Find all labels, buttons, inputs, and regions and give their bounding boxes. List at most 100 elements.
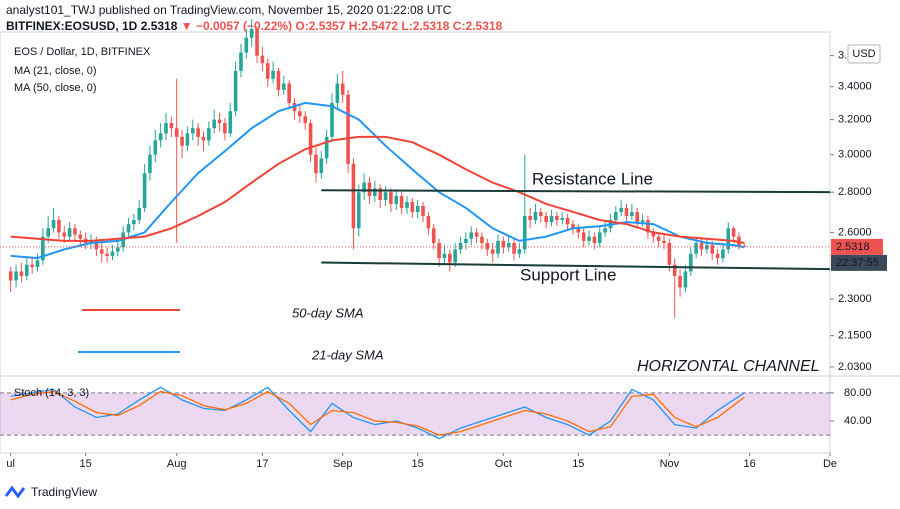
candle-body	[581, 232, 586, 241]
candle-body	[223, 123, 227, 134]
candle-body	[480, 236, 484, 243]
y-tick-label: 3.0000	[838, 149, 872, 161]
ma-legend: MA (50, close, 0)	[14, 82, 97, 94]
candle-body	[405, 201, 409, 208]
candle-body	[448, 253, 452, 263]
candle-body	[415, 205, 420, 212]
y-tick-label: 2.0300	[838, 361, 872, 373]
candle-body	[367, 182, 372, 197]
candle-body	[383, 192, 388, 200]
candle-body	[373, 188, 377, 197]
candle-body	[603, 228, 607, 233]
candle-body	[228, 111, 233, 134]
candle-body	[346, 94, 350, 164]
x-tick-label: Aug	[167, 458, 187, 470]
candle-body	[389, 192, 393, 204]
candle-body	[635, 211, 640, 223]
candle-body	[46, 228, 50, 237]
candle-body	[614, 211, 618, 221]
candle-body	[544, 215, 548, 223]
change: ▼ −0.0057 (−0.22%)	[180, 19, 293, 33]
candle-body	[116, 247, 120, 252]
footer: TradingView	[31, 485, 97, 499]
candle-body	[132, 220, 136, 225]
candle-body	[683, 271, 688, 288]
y-tick-label: 2.3000	[838, 293, 872, 305]
candle-body	[319, 158, 324, 174]
candle-body	[721, 249, 725, 259]
candle-body	[308, 123, 313, 155]
candle-body	[699, 242, 704, 250]
candle-body	[164, 123, 168, 134]
candle-body	[89, 240, 93, 243]
candle-body	[271, 70, 275, 79]
candle-body	[506, 242, 511, 248]
candle-body	[110, 251, 115, 256]
candle-body	[24, 264, 29, 276]
candle-body	[464, 238, 468, 243]
candle-body	[51, 220, 56, 229]
candle-body	[148, 154, 152, 174]
candle-body	[8, 271, 13, 281]
countdown-box	[831, 254, 887, 271]
candle-body	[335, 83, 340, 103]
candle-body	[265, 63, 270, 79]
candle-body	[276, 70, 281, 90]
candle-body	[688, 253, 693, 272]
candle-body	[239, 52, 243, 71]
stoch-line	[10, 390, 745, 436]
candle-body	[57, 220, 61, 233]
y-tick-label: 80.00	[844, 387, 872, 399]
x-tick-label: Sep	[333, 458, 353, 470]
candle-body	[710, 245, 714, 254]
price: 2.5318	[140, 19, 178, 33]
candle-body	[662, 240, 666, 243]
candle-body	[190, 128, 195, 134]
annotation: HORIZONTAL CHANNEL	[637, 358, 820, 375]
currency: USD	[852, 48, 875, 60]
candle-body	[62, 232, 67, 237]
candle-body	[249, 29, 254, 38]
trend-line	[321, 261, 831, 271]
ma-line	[10, 135, 745, 244]
annotation: Resistance Line	[532, 169, 653, 188]
candle-body	[314, 154, 318, 174]
candle-body	[431, 228, 436, 243]
candle-body	[217, 119, 222, 124]
price-label: 2.5318	[836, 241, 870, 253]
header: analyst101_TWJ published on TradingView.…	[6, 2, 502, 34]
x-tick-label: 16	[744, 458, 756, 470]
ma-line	[10, 101, 745, 260]
candle-body	[549, 215, 554, 223]
candle-body	[485, 242, 490, 250]
annotation: 21-day SMA	[311, 347, 384, 362]
candle-body	[576, 228, 581, 233]
annotation: Support Line	[520, 265, 616, 284]
candle-body	[362, 182, 366, 193]
candle-body	[356, 192, 361, 229]
candle-body	[298, 111, 302, 117]
candle-body	[207, 128, 211, 141]
candle-body	[726, 228, 731, 250]
candle-body	[255, 29, 259, 56]
chart-title: EOS / Dollar, 1D, BITFINEX	[14, 46, 151, 58]
y-tick-label: 40.00	[844, 415, 872, 427]
candle-body	[678, 275, 682, 288]
candle-body	[351, 163, 356, 229]
candle-body	[324, 136, 329, 159]
y-tick-label: 2.6000	[838, 226, 872, 238]
candle-body	[619, 207, 623, 212]
candle-body	[260, 55, 265, 64]
candle-body	[153, 140, 158, 155]
candle-body	[78, 234, 83, 239]
candle-body	[501, 240, 506, 248]
candle-body	[592, 236, 597, 243]
candle-body	[705, 245, 709, 250]
candle-body	[458, 242, 463, 250]
x-tick-label: 15	[572, 458, 584, 470]
candle-body	[571, 224, 575, 229]
candle-body	[490, 249, 495, 254]
candle-body	[169, 123, 174, 129]
